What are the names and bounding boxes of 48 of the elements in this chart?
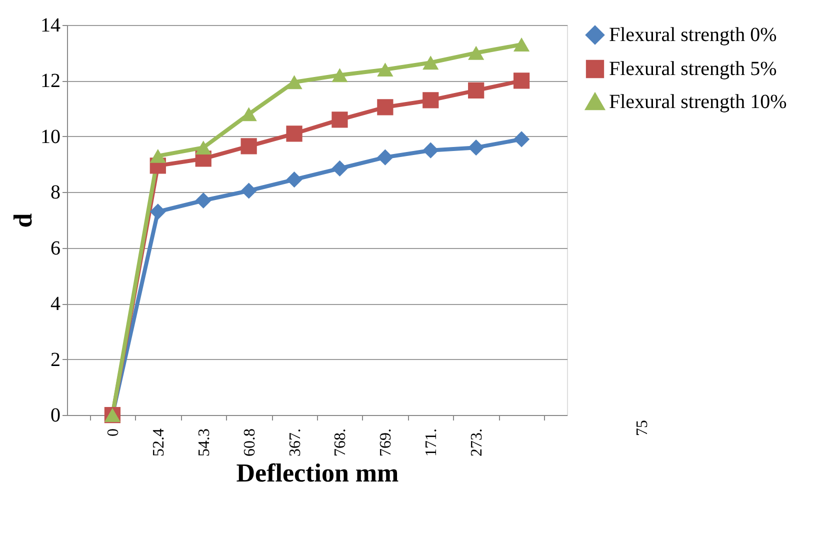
point xyxy=(422,92,439,108)
point xyxy=(513,38,530,52)
point xyxy=(240,138,257,154)
y-tick-label: 14 xyxy=(40,14,60,36)
point xyxy=(240,107,257,122)
text: 75 xyxy=(634,420,651,436)
x-tick-label: 52.4 xyxy=(150,428,168,456)
x-tick-label: 60.8 xyxy=(241,428,258,456)
point xyxy=(240,182,257,199)
x-tick-label: 273. xyxy=(468,428,486,456)
point xyxy=(377,149,394,166)
point xyxy=(468,82,484,99)
x-tick-label: 54.3 xyxy=(196,428,213,456)
point xyxy=(150,204,166,220)
point xyxy=(377,99,394,116)
x-tick-label: 768. xyxy=(332,428,350,456)
x-axis-title: Deflection mm xyxy=(236,458,400,488)
point xyxy=(286,172,302,188)
y-tick-label: 2 xyxy=(50,348,60,371)
point xyxy=(195,192,212,209)
y-tick-label: 6 xyxy=(50,237,60,260)
y-axis-title: d xyxy=(8,212,38,228)
x-tick-label: 0 xyxy=(104,428,122,436)
point xyxy=(422,56,439,70)
point xyxy=(150,148,166,163)
y-tick-label: 10 xyxy=(40,126,60,148)
point xyxy=(286,126,302,142)
x-tick-label: 367. xyxy=(286,428,304,456)
point xyxy=(332,68,348,82)
point xyxy=(422,142,439,158)
x-tick-label: 171. xyxy=(423,428,440,456)
y-tick-label: 4 xyxy=(50,293,60,316)
x-tick-label: 769. xyxy=(378,428,395,456)
point xyxy=(468,46,484,60)
point xyxy=(513,131,530,148)
legend-label: Flexural strength 0% xyxy=(609,24,777,46)
point xyxy=(286,75,302,90)
point xyxy=(332,160,348,177)
point xyxy=(377,62,394,77)
legend-label: Flexural strength 10% xyxy=(609,91,787,113)
legend-label: Flexural strength 5% xyxy=(609,58,777,80)
point xyxy=(513,72,530,89)
y-tick-label: 0 xyxy=(50,404,60,426)
y-tick-label: 12 xyxy=(40,70,60,92)
point xyxy=(332,112,348,128)
y-tick-label: 8 xyxy=(50,182,60,204)
point xyxy=(468,140,484,156)
point xyxy=(195,140,212,155)
